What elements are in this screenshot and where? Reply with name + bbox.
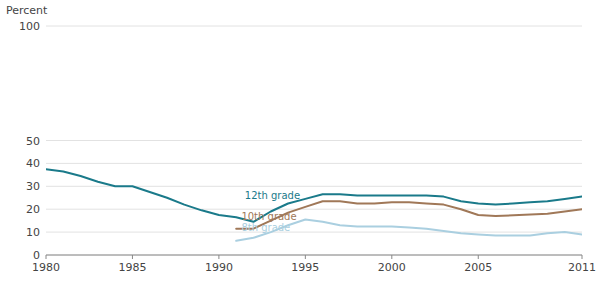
- series-line: [46, 169, 582, 222]
- y-axis-label: Percent: [6, 4, 48, 17]
- grid-line: [46, 209, 582, 210]
- x-tick-label: 2005: [464, 261, 492, 274]
- x-tick: [391, 255, 392, 259]
- x-tick-label: 1990: [205, 261, 233, 274]
- y-tick-label: 50: [26, 135, 40, 148]
- x-tick: [132, 255, 133, 259]
- y-tick-label: 100: [19, 20, 40, 33]
- series-line: [236, 220, 582, 241]
- x-tick-label: 1980: [32, 261, 60, 274]
- series-label: 8th grade: [241, 222, 290, 233]
- series-label: 12th grade: [245, 190, 300, 201]
- x-axis-line: [46, 255, 582, 256]
- x-tick: [582, 255, 583, 259]
- x-tick: [305, 255, 306, 259]
- x-tick-label: 2011: [568, 261, 596, 274]
- grid-line: [46, 140, 582, 141]
- grid-line: [46, 163, 582, 164]
- x-tick: [218, 255, 219, 259]
- y-tick-label: 40: [26, 157, 40, 170]
- x-tick-label: 1995: [291, 261, 319, 274]
- y-tick-label: 10: [26, 226, 40, 239]
- x-tick-label: 2000: [378, 261, 406, 274]
- lines: [46, 169, 582, 241]
- grid-line: [46, 255, 582, 256]
- grid-line: [46, 26, 582, 27]
- x-tick: [478, 255, 479, 259]
- grid-line: [46, 232, 582, 233]
- y-tick-label: 20: [26, 203, 40, 216]
- x-tick: [46, 255, 47, 259]
- y-tick-label: 30: [26, 180, 40, 193]
- series-label: 10th grade: [241, 211, 296, 222]
- chart: Percent010203040501001980198519901995200…: [0, 0, 600, 281]
- x-tick-label: 1985: [118, 261, 146, 274]
